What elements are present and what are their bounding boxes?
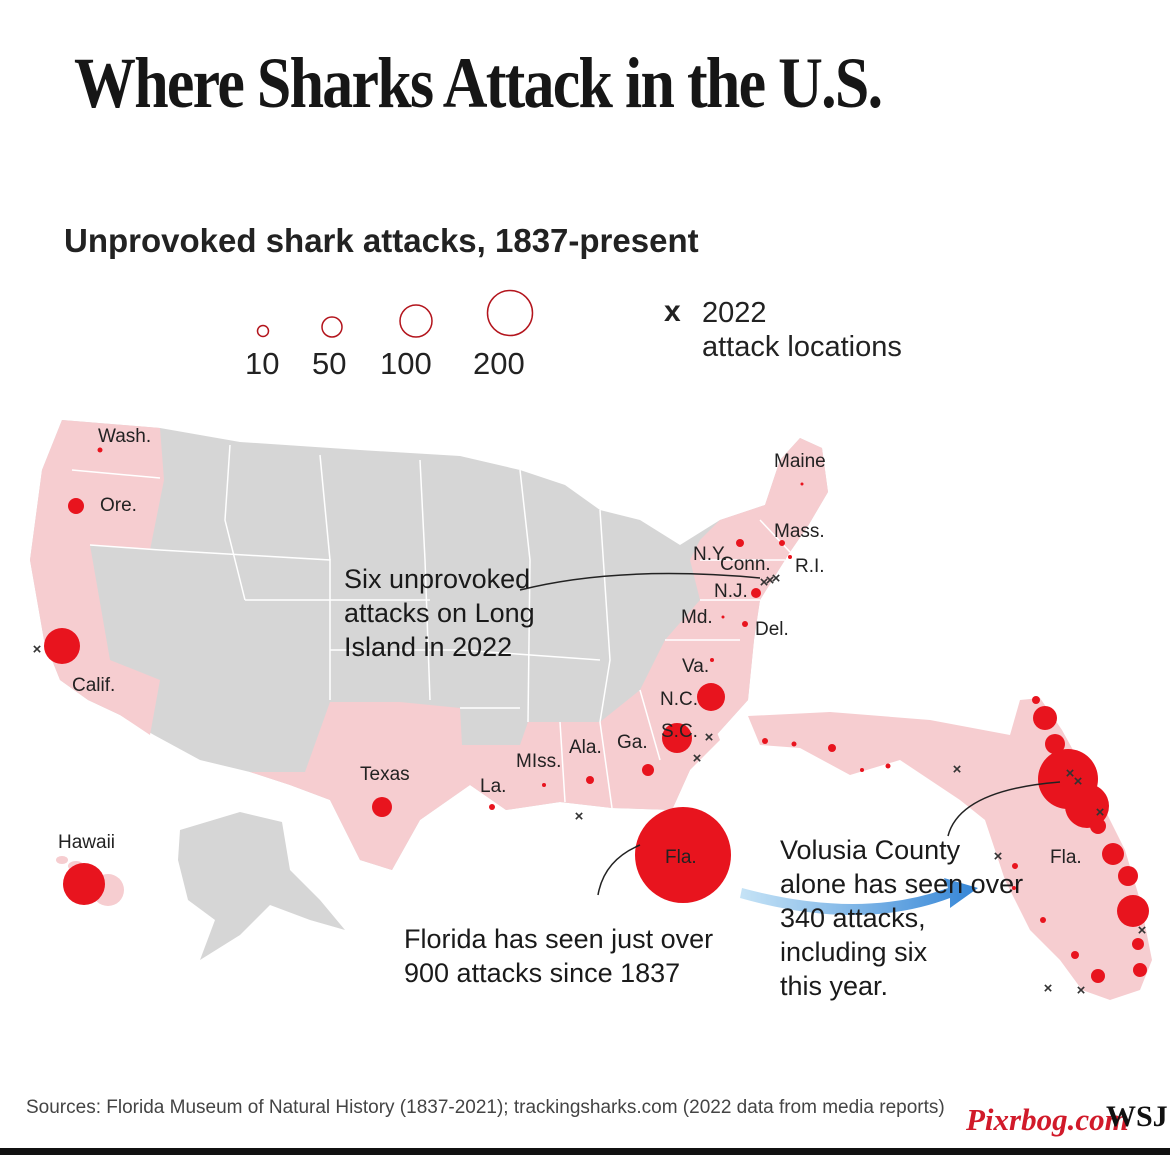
volusia-annotation: Volusia County alone has seen over 340 a… <box>780 835 1024 1001</box>
legend-marker-desc: attack locations <box>702 331 902 363</box>
label-sc: S.C. <box>661 721 698 742</box>
marker-icon: × <box>766 572 775 589</box>
legend-circle-200 <box>486 289 534 337</box>
marker-icon: × <box>1138 922 1147 939</box>
circle-va <box>710 658 714 662</box>
publisher-logo: WSJ <box>1106 1100 1168 1133</box>
marker-icon: × <box>1077 982 1086 999</box>
legend-circle-10 <box>256 324 270 338</box>
marker-icon: × <box>1074 773 1083 790</box>
watermark: Pixrbog.com <box>966 1102 1129 1137</box>
circle-mass <box>779 540 785 546</box>
marker-icon: × <box>772 570 781 587</box>
circle-del <box>742 621 748 627</box>
label-texas: Texas <box>360 764 410 785</box>
legend-label-10: 10 <box>245 346 280 381</box>
label-va: Va. <box>682 656 709 677</box>
label-maine: Maine <box>774 451 826 472</box>
circle-nj <box>751 588 761 598</box>
legend-x-marker-icon: x <box>664 295 681 328</box>
marker-icon: × <box>1044 980 1053 997</box>
label-calif: Calif. <box>72 675 115 696</box>
circle-wash <box>97 447 103 453</box>
marker-icon: × <box>33 641 42 658</box>
marker-icon: × <box>953 761 962 778</box>
legend-marker-label: 2022 attack locations <box>702 296 902 364</box>
label-ga: Ga. <box>617 732 648 753</box>
bottom-divider <box>0 1148 1170 1155</box>
circle-miss <box>542 783 546 787</box>
alaska <box>178 812 345 960</box>
label-ala: Ala. <box>569 737 602 758</box>
attack-markers-2022: × × × × × × × × × × × × × × × <box>33 570 1147 999</box>
circle-sc <box>662 723 692 753</box>
marker-icon: × <box>693 750 702 767</box>
marker-icon: × <box>1066 765 1075 782</box>
label-fla-inset: Fla. <box>1050 847 1082 868</box>
label-hawaii: Hawaii <box>58 832 115 853</box>
volusia-arrow <box>740 878 978 915</box>
legend-circle-50 <box>321 316 343 338</box>
label-mass: Mass. <box>774 521 825 542</box>
long-island-leader <box>519 572 761 591</box>
label-nc: N.C. <box>660 689 698 710</box>
label-ri: R.I. <box>795 556 825 577</box>
state-borders <box>71 444 791 809</box>
volusia-leader <box>947 781 1061 837</box>
circle-la <box>489 804 495 810</box>
circle-ore <box>68 498 84 514</box>
circle-maine <box>800 482 804 486</box>
legend-circle-100 <box>399 304 433 338</box>
label-nj: N.J. <box>714 581 748 602</box>
label-del: Del. <box>755 619 789 640</box>
legend-label-50: 50 <box>312 346 347 381</box>
circle-calif <box>44 628 80 664</box>
marker-icon: × <box>575 808 584 825</box>
long-island-annotation: Six unprovoked attacks on Long Island in… <box>344 564 535 662</box>
circle-fla <box>635 807 731 903</box>
legend-label-100: 100 <box>380 346 432 381</box>
circle-nc <box>697 683 725 711</box>
marker-icon: × <box>760 574 769 591</box>
label-ny: N.Y. <box>693 544 728 565</box>
circle-ny <box>736 539 744 547</box>
marker-icon: × <box>705 729 714 746</box>
label-miss: MIss. <box>516 751 561 772</box>
size-legend <box>256 289 534 338</box>
east-coast-states <box>640 438 828 740</box>
label-fla: Fla. <box>665 847 697 868</box>
attack-circles <box>44 447 1149 983</box>
label-conn: Conn. <box>720 554 771 575</box>
us-map: × × × × × × × × × × × × × × × Wash. Ore.… <box>30 420 1152 1000</box>
circle-ri <box>788 555 792 559</box>
circle-ga <box>642 764 654 776</box>
label-md: Md. <box>681 607 713 628</box>
circle-md <box>721 615 725 619</box>
legend-label-200: 200 <box>473 346 525 381</box>
circle-hawaii <box>63 863 105 905</box>
label-wash: Wash. <box>98 426 151 447</box>
label-ore: Ore. <box>100 495 137 516</box>
florida-annotation: Florida has seen just over 900 attacks s… <box>404 924 714 988</box>
state-labels: Wash. Ore. Calif. Hawaii Texas La. MIss.… <box>58 426 1082 868</box>
circle-ala <box>586 776 594 784</box>
page-title: Where Sharks Attack in the U.S. <box>74 43 883 123</box>
source-note: Sources: Florida Museum of Natural Histo… <box>26 1097 945 1118</box>
chart-subtitle: Unprovoked shark attacks, 1837-present <box>64 222 699 259</box>
florida-leader <box>597 844 641 896</box>
label-la: La. <box>480 776 506 797</box>
marker-icon: × <box>1096 804 1105 821</box>
marker-icon: × <box>994 848 1003 865</box>
legend-marker-year: 2022 <box>702 297 767 329</box>
circle-texas <box>372 797 392 817</box>
